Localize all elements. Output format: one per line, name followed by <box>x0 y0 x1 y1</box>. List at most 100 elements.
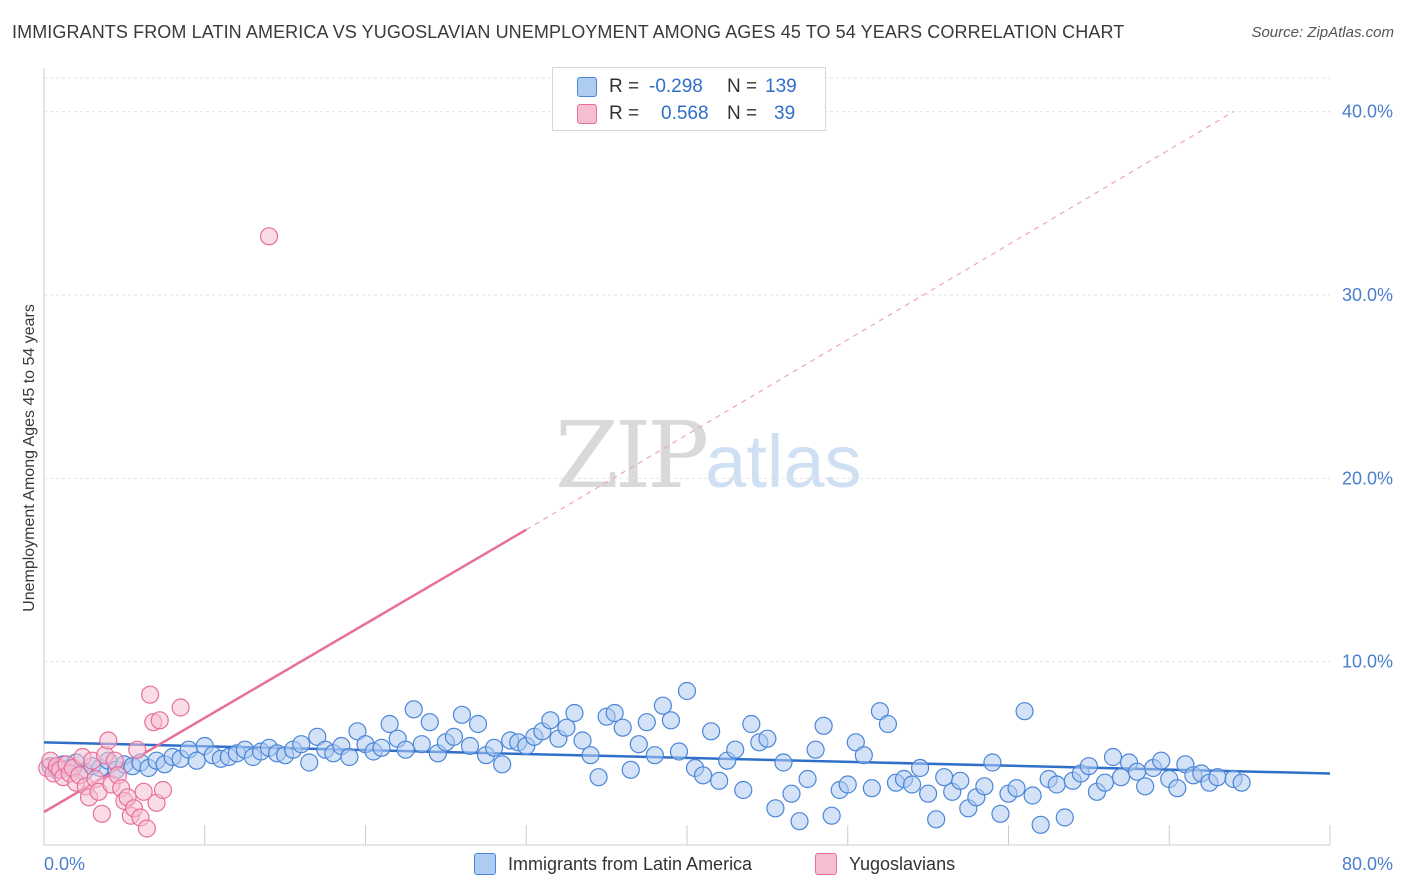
data-point-latin-america <box>693 766 713 785</box>
r-label: R = <box>609 76 640 97</box>
data-point-latin-america <box>1136 777 1155 796</box>
bottom-legend-swatch-pink <box>815 853 837 875</box>
data-point-yugoslavians <box>128 740 147 759</box>
data-point-latin-america <box>991 804 1010 823</box>
data-point-latin-america <box>629 735 648 754</box>
data-point-latin-america <box>919 784 938 803</box>
trend-line-yugoslavians-extension <box>525 111 1234 531</box>
y-tick-label: 10.0% <box>1342 652 1393 672</box>
data-point-latin-america <box>372 738 391 757</box>
data-point-latin-america <box>814 716 833 735</box>
legend-swatch-blue <box>577 77 597 97</box>
data-point-latin-america <box>300 753 319 772</box>
data-point-latin-america <box>485 738 504 757</box>
legend-row-yugoslavians: R = 0.568 N = 39 <box>577 102 814 126</box>
trend-lines <box>43 111 1331 814</box>
n-value: 39 <box>774 103 796 124</box>
bottom-legend-label: Immigrants from Latin America <box>508 853 753 874</box>
data-point-latin-america <box>846 733 865 752</box>
data-point-latin-america <box>605 703 624 723</box>
data-point-latin-america <box>340 747 359 767</box>
data-point-latin-america <box>396 740 415 759</box>
data-point-latin-america <box>460 736 480 756</box>
data-point-yugoslavians <box>134 782 153 801</box>
data-point-latin-america <box>710 771 729 790</box>
axes <box>43 68 1331 846</box>
data-point-latin-america <box>677 681 697 701</box>
data-point-latin-america <box>1079 757 1098 776</box>
data-point-latin-america <box>862 779 881 798</box>
grid-lines <box>44 77 1330 663</box>
source-label: Source: ZipAtlas.com <box>1251 24 1394 41</box>
chart-title: IMMIGRANTS FROM LATIN AMERICA VS YUGOSLA… <box>12 22 1125 42</box>
data-point-latin-america <box>1208 768 1227 787</box>
r-value: 0.568 <box>661 103 709 124</box>
data-point-latin-america <box>292 735 311 754</box>
x-tick-label: 80.0% <box>1342 854 1393 874</box>
data-point-latin-america <box>975 777 994 796</box>
n-label: N = <box>727 76 758 97</box>
data-point-latin-america <box>380 714 399 734</box>
data-point-latin-america <box>766 799 785 818</box>
data-point-latin-america <box>870 702 890 721</box>
data-point-latin-america <box>726 740 745 759</box>
data-point-latin-america <box>902 775 922 794</box>
data-point-latin-america <box>1111 768 1131 787</box>
data-point-latin-america <box>669 742 689 761</box>
data-point-latin-america <box>822 806 841 825</box>
data-point-latin-america <box>557 718 576 737</box>
data-point-latin-america <box>806 740 825 759</box>
data-point-latin-america <box>838 775 857 794</box>
data-point-latin-america <box>621 760 640 779</box>
data-point-latin-america <box>910 758 930 778</box>
legend-swatch-pink <box>577 104 597 124</box>
data-point-latin-america <box>1103 747 1123 767</box>
data-point-latin-america <box>951 771 970 790</box>
n-label: N = <box>727 103 758 124</box>
data-point-latin-america <box>742 714 761 734</box>
data-point-yugoslavians <box>171 698 190 717</box>
r-label: R = <box>609 103 640 124</box>
data-point-latin-america <box>734 780 753 800</box>
data-point-latin-america <box>1095 773 1115 792</box>
data-point-latin-america <box>589 768 608 787</box>
data-point-latin-america <box>790 812 809 831</box>
data-point-latin-america <box>348 722 367 741</box>
data-point-latin-america <box>187 751 206 770</box>
data-point-latin-america <box>927 810 946 829</box>
n-value: 139 <box>765 76 797 97</box>
y-tick-label: 20.0% <box>1342 468 1393 488</box>
data-point-latin-america <box>758 729 777 748</box>
data-point-latin-america <box>493 755 512 774</box>
data-point-yugoslavians <box>259 227 279 246</box>
data-point-latin-america <box>653 696 672 715</box>
data-point-latin-america <box>798 769 817 789</box>
data-point-latin-america <box>983 753 1002 772</box>
data-point-latin-america <box>420 713 439 732</box>
points-latin-america <box>41 681 1251 834</box>
data-point-latin-america <box>782 784 801 803</box>
bottom-legend-latin-america: Immigrants from Latin America <box>474 852 752 876</box>
data-point-latin-america <box>308 727 327 746</box>
data-point-latin-america <box>774 753 793 772</box>
data-point-latin-america <box>1023 786 1042 805</box>
legend-row-latin-america: R = -0.298 N = 139 <box>577 75 805 99</box>
data-point-latin-america <box>1152 751 1171 770</box>
watermark: ZIPatlas <box>555 402 861 509</box>
data-point-latin-america <box>581 746 600 765</box>
data-point-latin-america <box>1007 779 1026 798</box>
data-point-yugoslavians <box>153 780 173 800</box>
y-tick-label: 40.0% <box>1342 102 1393 122</box>
data-point-latin-america <box>854 746 873 765</box>
data-point-latin-america <box>661 711 681 730</box>
data-point-latin-america <box>645 746 664 765</box>
data-point-latin-america <box>541 711 560 730</box>
data-point-latin-america <box>702 722 721 741</box>
data-point-latin-america <box>468 714 488 734</box>
data-point-latin-america <box>1031 815 1050 834</box>
data-point-yugoslavians <box>92 804 111 823</box>
y-axis-label: Unemployment Among Ages 45 to 54 years <box>21 304 38 612</box>
data-point-latin-america <box>613 718 632 737</box>
data-point-latin-america <box>412 735 431 754</box>
